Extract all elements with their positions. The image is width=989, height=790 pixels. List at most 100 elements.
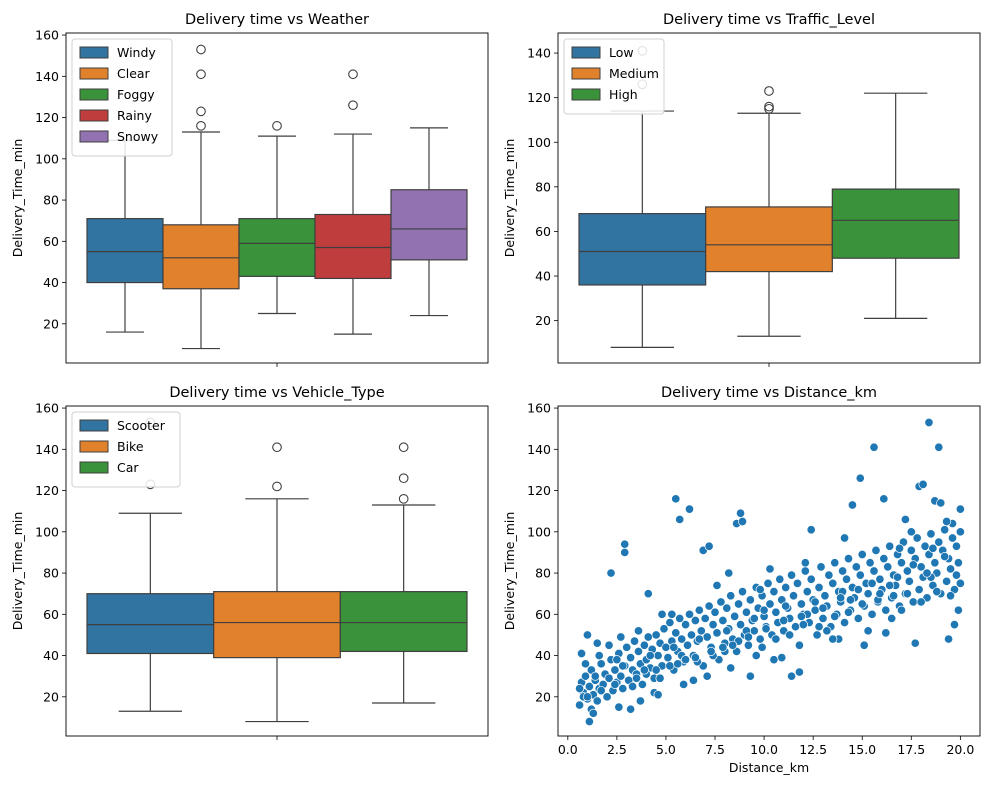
- scatter-point: [818, 603, 828, 613]
- scatter-point: [743, 640, 753, 650]
- y-tick-label: 100: [527, 135, 551, 150]
- outlier-point: [272, 442, 282, 453]
- box-snowy: [390, 127, 468, 317]
- scatter-point: [667, 609, 677, 619]
- y-tick-label: 160: [527, 401, 551, 416]
- y-tick-label: 140: [35, 69, 59, 84]
- outlier-point: [196, 44, 206, 55]
- box-bike: [213, 442, 341, 723]
- legend-label: Foggy: [117, 87, 155, 102]
- legend-swatch: [79, 46, 109, 59]
- scatter-point: [806, 574, 816, 584]
- scatter-point: [806, 525, 816, 535]
- scatter-point: [700, 613, 710, 623]
- legend: Scooter Bike Car: [71, 411, 181, 488]
- scatter-point: [771, 607, 781, 617]
- outlier-point: [398, 493, 409, 504]
- scatter-point: [951, 570, 961, 580]
- axes-frame: [65, 405, 489, 737]
- x-tick-label: 20.0: [946, 742, 974, 757]
- box-low: [578, 45, 707, 348]
- scatter-point: [871, 545, 881, 555]
- scatter-point: [710, 607, 720, 617]
- y-tick-label: 40: [535, 648, 551, 663]
- scatter-point: [690, 653, 700, 663]
- scatter-point: [724, 568, 734, 578]
- y-tick-label: 160: [35, 28, 59, 43]
- scatter-point: [887, 613, 897, 623]
- scatter-point: [635, 696, 645, 706]
- scatter-point: [643, 632, 653, 642]
- scatter-point: [639, 665, 649, 675]
- scatter-point: [796, 599, 806, 609]
- chart-title: Delivery time vs Distance_km: [661, 385, 877, 401]
- scatter-point: [673, 659, 683, 669]
- scatter-point: [840, 618, 850, 628]
- scatter-point: [816, 562, 826, 572]
- y-axis-label: Delivery_Time_min: [10, 512, 25, 631]
- outlier-point: [272, 120, 282, 131]
- scatter-point: [787, 570, 797, 580]
- scatter-point: [759, 605, 769, 615]
- scatter-point: [588, 708, 598, 718]
- legend-swatch: [79, 461, 109, 474]
- y-axis-label: Delivery_Time_min: [10, 139, 25, 258]
- scatter-point: [765, 564, 775, 574]
- legend-swatch: [571, 88, 601, 101]
- scatter-point: [785, 630, 795, 640]
- y-tick-label: 60: [535, 224, 551, 239]
- scatter-point: [869, 566, 879, 576]
- scatter-point: [584, 717, 594, 727]
- x-tick-label: 17.5: [897, 742, 925, 757]
- scatter-point: [690, 615, 700, 626]
- box-scooter: [86, 417, 215, 712]
- scatter-point: [761, 624, 771, 634]
- scatter-point: [779, 615, 789, 626]
- scatter-point: [702, 632, 712, 642]
- y-tick-label: 120: [527, 90, 551, 105]
- x-tick-label: 5.0: [656, 742, 676, 757]
- scatter-point: [879, 554, 889, 564]
- legend-label: Rainy: [117, 108, 152, 123]
- scatter-point: [818, 613, 828, 623]
- scatter-point: [867, 578, 877, 588]
- scatter-point: [582, 630, 592, 640]
- scatter-point: [694, 634, 704, 644]
- y-tick-label: 60: [43, 234, 59, 249]
- scatter-point: [796, 611, 806, 621]
- scatter-point: [896, 558, 907, 568]
- legend-label: Clear: [117, 66, 151, 81]
- scatter-point: [679, 679, 689, 689]
- scatter-point: [928, 543, 938, 553]
- scatter-point: [671, 494, 681, 504]
- scatter-point: [902, 566, 912, 576]
- scatter-point: [651, 630, 661, 640]
- scatter-point: [763, 578, 773, 588]
- scatter-point: [896, 605, 907, 615]
- y-tick-label: 40: [535, 269, 551, 284]
- axes-frame: [557, 405, 981, 737]
- panel-vehicle-type: Delivery time vs Vehicle_Type 20 40 60 80 100…: [10, 385, 489, 740]
- legend-label: Snowy: [117, 129, 159, 144]
- y-tick-label: 60: [535, 607, 551, 622]
- scatter-point: [914, 585, 924, 595]
- scatter-point: [881, 628, 891, 638]
- scatter-point: [906, 527, 916, 537]
- box-body: [86, 593, 215, 655]
- scatter-point: [940, 525, 950, 535]
- scatter-point: [853, 585, 863, 595]
- scatter-point: [765, 599, 775, 609]
- outlier-point: [348, 69, 358, 80]
- x-axis-label: Distance_km: [729, 760, 809, 775]
- scatter-point: [934, 537, 944, 547]
- scatter-point: [893, 572, 903, 582]
- scatter-point: [955, 527, 965, 537]
- scatter-point: [843, 554, 854, 564]
- panel-weather: Delivery time vs Weather 20 40 60 80 100 120 14…: [10, 12, 489, 367]
- scatter-point: [906, 545, 916, 555]
- scatter-point: [669, 642, 679, 652]
- scatter-point: [681, 655, 691, 665]
- scatter-point: [651, 665, 661, 675]
- legend: Windy Clear Foggy Rainy Snowy: [71, 38, 173, 157]
- legend-swatch: [79, 109, 109, 122]
